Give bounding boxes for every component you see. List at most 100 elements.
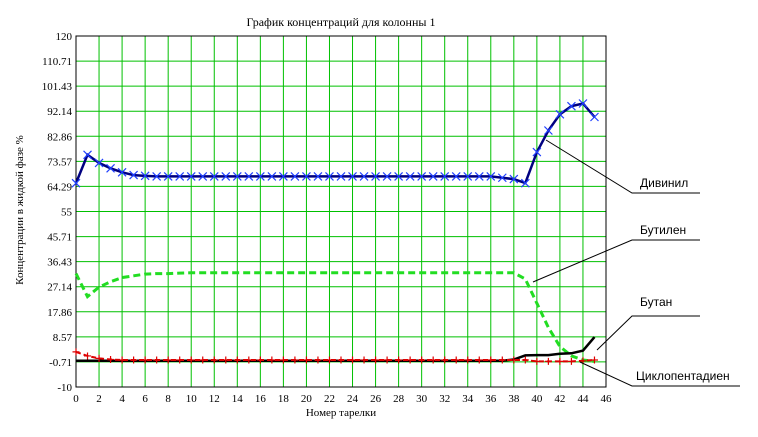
data-point-plus-marker — [187, 356, 195, 364]
data-point-plus-marker — [210, 356, 218, 364]
data-point-x-marker — [394, 171, 404, 181]
data-point-plus-marker — [268, 356, 276, 364]
tick-labels: 0 2 4 6 8 10 12 14 16 18 20 22 24 26 28 30 32 34 36 38 40 42 4… — [42, 31, 612, 405]
data-point-x-marker — [590, 112, 599, 122]
data-point-x-marker — [152, 171, 162, 181]
y-axis-label: Концентрации в жидкой фазе % — [14, 135, 26, 285]
x-tick-label: 44 — [577, 393, 589, 405]
data-point-x-marker — [267, 171, 277, 181]
data-point-x-marker — [175, 171, 185, 181]
series-line-1 — [74, 271, 595, 363]
data-point-plus-marker — [429, 356, 437, 364]
y-tick-label: 64.29 — [47, 181, 72, 193]
y-tick-label: 110.71 — [42, 56, 72, 68]
y-tick-label: 36.43 — [47, 257, 72, 269]
data-point-x-marker — [209, 171, 219, 181]
callouts: Дивинил Бутилен Бутан Циклопентадиен — [532, 139, 740, 387]
callout-leader-line — [596, 315, 700, 351]
data-point-plus-marker — [176, 356, 184, 364]
data-point-plus-marker — [222, 356, 230, 364]
x-tick-label: 14 — [232, 393, 244, 405]
x-tick-label: 0 — [73, 393, 79, 405]
data-point-x-marker — [221, 171, 231, 181]
data-point-x-marker — [94, 158, 104, 168]
y-tick-label: 82.86 — [47, 131, 72, 143]
data-point-x-marker — [509, 174, 519, 184]
x-tick-label: 10 — [186, 393, 198, 405]
y-tick-label: 45.71 — [47, 232, 72, 244]
x-tick-label: 6 — [142, 393, 148, 405]
data-point-x-marker — [163, 171, 173, 181]
data-point-x-marker — [244, 171, 254, 181]
data-point-x-marker — [302, 171, 311, 181]
x-tick-label: 32 — [439, 393, 450, 405]
data-point-x-marker — [198, 171, 208, 181]
data-point-x-marker — [186, 171, 196, 181]
data-point-plus-marker — [452, 356, 460, 364]
data-point-x-marker — [371, 171, 380, 181]
data-point-x-marker — [520, 178, 530, 188]
data-point-plus-marker — [302, 356, 310, 364]
data-point-plus-marker — [441, 356, 449, 364]
data-point-x-marker — [278, 171, 288, 181]
y-tick-label: 101.43 — [42, 81, 73, 93]
data-point-x-marker — [555, 109, 565, 119]
data-point-x-marker — [359, 171, 369, 181]
callout-leader-line — [579, 361, 740, 387]
axes — [75, 35, 607, 388]
data-point-plus-marker — [325, 356, 333, 364]
x-tick-label: 12 — [209, 393, 220, 405]
x-tick-label: 28 — [393, 393, 405, 405]
data-point-plus-marker — [95, 354, 103, 362]
x-axis-label: Номер тарелки — [306, 407, 376, 419]
y-tick-label: 120 — [56, 31, 73, 43]
data-point-x-marker — [71, 178, 81, 188]
plot-frame — [75, 35, 607, 388]
y-tick-label: -10 — [57, 382, 72, 394]
data-point-plus-marker — [118, 356, 126, 364]
data-point-plus-marker — [556, 357, 564, 365]
data-point-x-marker — [140, 171, 150, 181]
series-line-0 — [74, 102, 596, 185]
data-point-x-marker — [405, 171, 415, 181]
data-point-plus-marker — [233, 356, 241, 364]
data-point-plus-marker — [72, 348, 80, 356]
x-tick-label: 24 — [347, 393, 359, 405]
data-point-plus-marker — [498, 356, 506, 364]
callout-label: Дивинил — [640, 176, 688, 190]
callout-label: Циклопентадиен — [636, 369, 730, 383]
data-point-x-marker — [325, 171, 334, 181]
x-tick-label: 38 — [508, 393, 520, 405]
series-group — [71, 99, 599, 365]
data-point-plus-marker — [487, 356, 495, 364]
data-point-x-marker — [106, 163, 115, 173]
data-point-plus-marker — [141, 356, 149, 364]
data-point-plus-marker — [337, 356, 345, 364]
data-point-plus-marker — [256, 356, 264, 364]
y-tick-label: 73.57 — [47, 156, 72, 168]
data-point-x-marker — [129, 170, 139, 180]
y-tick-label: 92.14 — [47, 106, 72, 118]
data-point-x-marker — [83, 150, 92, 160]
data-point-x-marker — [543, 126, 553, 135]
data-point-x-marker — [336, 171, 346, 181]
data-point-x-marker — [117, 167, 127, 177]
data-point-plus-marker — [199, 356, 207, 364]
data-point-plus-marker — [475, 356, 483, 364]
data-point-x-marker — [486, 171, 496, 181]
x-tick-label: 22 — [324, 393, 335, 405]
data-point-plus-marker — [349, 356, 357, 364]
series-line-2 — [76, 336, 596, 363]
x-tick-label: 36 — [485, 393, 497, 405]
x-tick-label: 16 — [255, 393, 267, 405]
data-point-plus-marker — [510, 356, 518, 364]
data-point-x-marker — [428, 171, 438, 181]
x-tick-label: 40 — [531, 393, 543, 405]
data-point-plus-marker — [164, 356, 172, 364]
grid — [75, 35, 607, 388]
y-tick-label: -0.71 — [49, 357, 72, 369]
data-point-x-marker — [567, 101, 576, 111]
data-point-x-marker — [290, 171, 300, 181]
data-point-x-marker — [348, 171, 357, 181]
